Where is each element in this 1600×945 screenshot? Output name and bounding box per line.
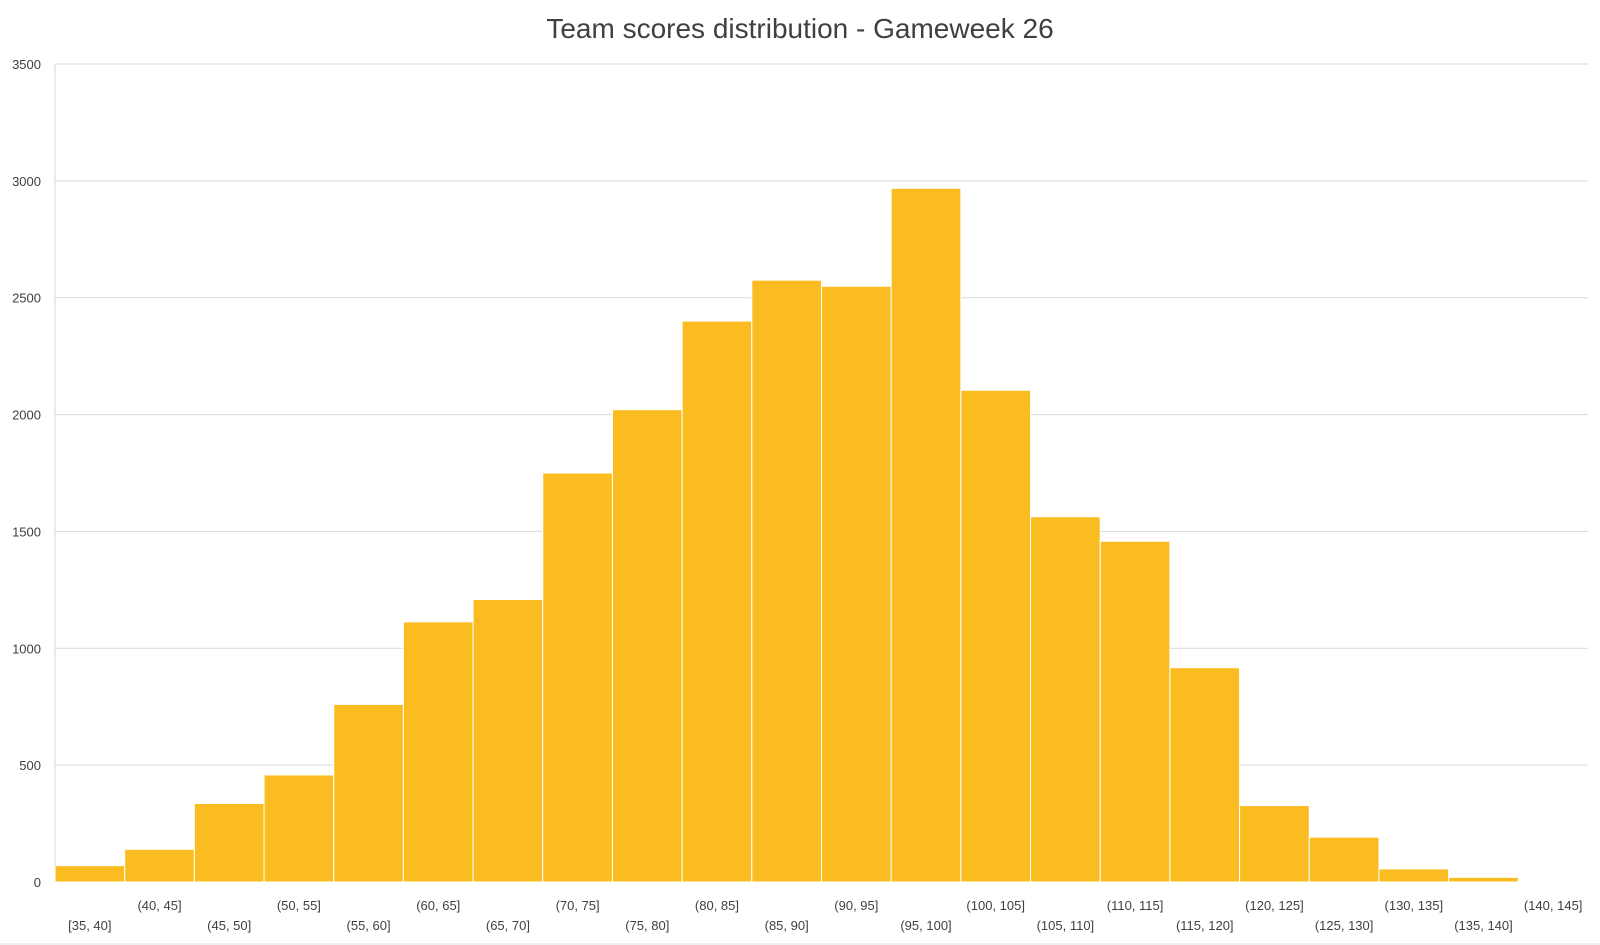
bar: [1169, 667, 1241, 883]
x-tick-label: (130, 135]: [1385, 898, 1444, 913]
y-tick-label: 1000: [12, 641, 41, 656]
x-tick-label: (110, 115]: [1107, 898, 1164, 913]
bar: [1099, 540, 1171, 883]
x-tick-label: [35, 40]: [68, 918, 111, 933]
x-tick-label: (60, 65]: [416, 898, 460, 913]
y-tick-label: 2000: [12, 408, 41, 423]
x-tick-label: (70, 75]: [556, 898, 600, 913]
x-tick-label: (105, 110]: [1037, 918, 1095, 933]
bar: [1448, 876, 1519, 883]
x-tick-label: (40, 45]: [137, 898, 181, 913]
bar: [1517, 880, 1589, 883]
x-tick-label: (95, 100]: [900, 918, 951, 933]
bar: [960, 389, 1032, 883]
x-tick-label: (75, 80]: [625, 918, 669, 933]
y-tick-label: 500: [19, 758, 41, 773]
bar: [611, 409, 683, 883]
x-tick-label: (55, 60]: [347, 918, 391, 933]
x-tick-label: (90, 95]: [834, 898, 878, 913]
y-tick-label: 3000: [12, 174, 41, 189]
bar: [890, 187, 962, 883]
bar: [681, 320, 753, 883]
bar: [54, 865, 126, 883]
x-tick-label: (115, 120]: [1176, 918, 1234, 933]
bar: [333, 703, 404, 883]
x-tick-label: (125, 130]: [1315, 918, 1374, 933]
bottom-border: [0, 943, 1600, 945]
x-tick-label: (85, 90]: [765, 918, 809, 933]
x-tick-label: (80, 85]: [695, 898, 739, 913]
chart-title: Team scores distribution - Gameweek 26: [546, 13, 1053, 44]
bar: [542, 472, 613, 883]
bar: [751, 279, 822, 883]
x-tick-label: (120, 125]: [1245, 898, 1304, 913]
bar: [472, 598, 544, 883]
bar: [193, 802, 265, 883]
x-tick-label: (45, 50]: [207, 918, 251, 933]
y-tick-label: 0: [34, 875, 41, 890]
bar: [124, 848, 195, 883]
x-tick-label: (100, 105]: [966, 898, 1025, 913]
bar: [1239, 805, 1310, 883]
x-tick-label: (135, 140]: [1454, 918, 1513, 933]
y-tick-label: 1500: [12, 524, 41, 539]
x-tick-label: (50, 55]: [277, 898, 321, 913]
y-tick-label: 3500: [12, 57, 41, 72]
bar: [821, 285, 892, 883]
bar: [1378, 868, 1450, 883]
bar: [1308, 836, 1380, 883]
bar: [402, 621, 474, 883]
x-tick-label: (65, 70]: [486, 918, 530, 933]
x-tick-label: (140, 145]: [1524, 898, 1583, 913]
y-tick-label: 2500: [12, 291, 41, 306]
bar: [1030, 516, 1101, 883]
bar: [263, 774, 335, 883]
